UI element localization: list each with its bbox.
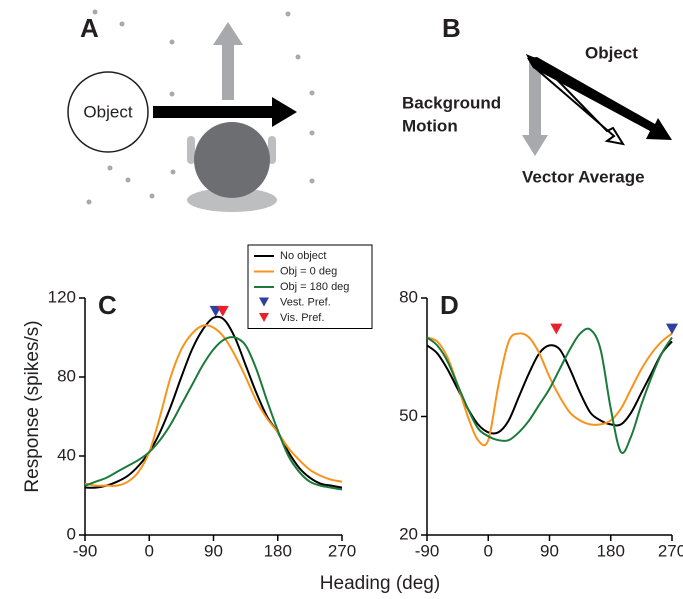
y-tick-label: 80 [57, 366, 76, 385]
y-tick-label: 80 [399, 287, 418, 306]
y-axis-label: Response (spikes/s) [22, 320, 43, 492]
background-vector [522, 62, 548, 156]
object-vector [527, 57, 672, 140]
object-circle [67, 71, 149, 153]
panel-label: C [98, 290, 117, 320]
series-line [84, 336, 343, 491]
y-tick-label: 20 [399, 524, 418, 543]
legend-swatch [259, 297, 269, 307]
series-line [84, 315, 343, 489]
x-tick-label: -90 [73, 541, 98, 560]
series-line [426, 327, 673, 455]
x-tick-label: 90 [540, 541, 559, 560]
body [187, 188, 277, 212]
x-tick-label: 0 [145, 541, 154, 560]
y-tick-label: 0 [67, 524, 76, 543]
x-tick-label: 90 [204, 541, 223, 560]
ear [187, 136, 195, 164]
legend-swatch [259, 313, 269, 322]
average-label: Vector Average [522, 167, 645, 186]
background-arrow [213, 22, 243, 100]
series-line [426, 332, 673, 447]
preference-marker [550, 323, 563, 335]
panel-label: B [442, 13, 461, 43]
x-tick-label: 180 [597, 541, 625, 560]
object-arrow [153, 97, 297, 127]
series-line [84, 324, 343, 487]
y-tick-label: 50 [399, 406, 418, 425]
x-tick-label: 180 [264, 541, 292, 560]
background-label: Background [402, 93, 501, 112]
y-tick-label: 40 [57, 445, 76, 464]
head [194, 122, 270, 198]
x-tick-label: 270 [658, 541, 683, 560]
legend-label: Vis. Pref. [280, 312, 324, 324]
object-label: Object [83, 102, 132, 121]
legend-label: Obj = 180 deg [280, 281, 349, 293]
panel-label: A [80, 13, 99, 43]
panel-label: D [440, 290, 459, 320]
ear [268, 136, 276, 164]
preference-marker [666, 323, 678, 335]
x-axis-label: Heading (deg) [320, 573, 440, 594]
y-tick-label: 120 [48, 287, 76, 306]
legend-label: Vest. Pref. [280, 296, 331, 308]
legend-label: No object [280, 250, 326, 262]
x-tick-label: 0 [484, 541, 493, 560]
x-tick-label: 270 [328, 541, 356, 560]
background-label: Motion [402, 116, 458, 135]
x-tick-label: -90 [415, 541, 440, 560]
legend-label: Obj = 0 deg [280, 265, 337, 277]
object-label: Object [585, 43, 638, 62]
preference-marker [216, 305, 229, 317]
